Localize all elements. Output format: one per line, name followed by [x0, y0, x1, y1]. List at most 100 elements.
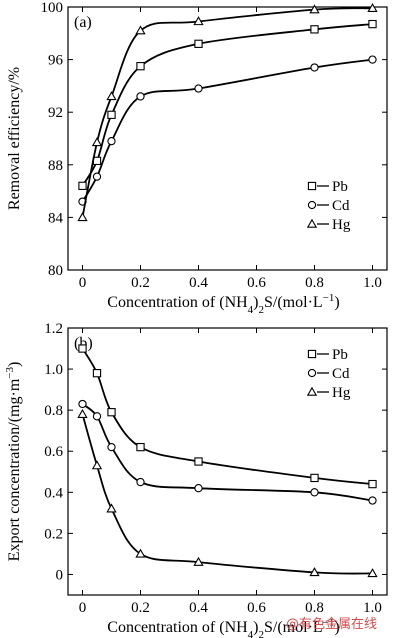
- y-tick-label: 0.4: [44, 485, 63, 501]
- data-point-pb: [78, 181, 87, 190]
- y-tick-label: 80: [48, 263, 63, 279]
- x-tick-label: 0.2: [131, 600, 150, 616]
- y-tick-label: 0.6: [44, 444, 63, 460]
- data-point-hg: [135, 25, 146, 35]
- legend-label-hg: Hg: [332, 217, 351, 233]
- y-axis-label-sup: −3: [4, 367, 16, 379]
- legend-label-cd: Cd: [332, 366, 350, 382]
- data-point-hg: [193, 556, 204, 566]
- data-point-cd: [368, 496, 377, 505]
- legend-label-pb: Pb: [332, 179, 348, 195]
- x-tick-label: 0.4: [189, 275, 208, 291]
- y-tick-label: 1.0: [44, 362, 63, 378]
- x-axis-label-sup: −1: [323, 617, 335, 629]
- data-point-hg: [106, 503, 117, 513]
- legend-marker-hg: [306, 218, 318, 228]
- data-point-cd: [310, 63, 319, 72]
- legend-label-hg: Hg: [332, 385, 351, 401]
- series-cd: [78, 399, 377, 505]
- x-axis-label-text: S/(mol·L: [264, 294, 323, 311]
- y-tick-label: 0: [56, 567, 64, 583]
- x-tick-label: 0: [79, 275, 87, 291]
- watermark: @有色金属在线: [286, 616, 377, 632]
- panel-label: (a): [74, 14, 92, 31]
- data-point-hg: [309, 567, 320, 577]
- data-point-pb: [368, 19, 377, 29]
- data-point-hg: [91, 137, 103, 147]
- x-axis-label-text: Concentration of (NH: [107, 294, 248, 311]
- legend-marker-pb: [307, 181, 317, 191]
- legend-label-pb: Pb: [332, 347, 348, 363]
- data-point-cd: [368, 55, 377, 64]
- x-axis-label-text: Concentration of (NH: [107, 619, 248, 636]
- data-point-cd: [194, 84, 203, 93]
- x-axis-label-sub: 4: [248, 304, 254, 316]
- data-point-pb: [194, 39, 203, 48]
- x-tick-label: 0: [79, 600, 87, 616]
- plot-frame: [67, 6, 388, 271]
- x-axis-label-sub: 2: [259, 304, 265, 316]
- x-axis-label-sup: −1: [323, 292, 335, 304]
- y-tick-label: 88: [48, 158, 63, 174]
- data-point-cd: [107, 442, 116, 452]
- series-line-pb: [81, 23, 373, 187]
- series-pb: [78, 344, 377, 489]
- y-axis-label: Export concentration/(mg·m−3): [4, 362, 23, 562]
- x-tick-label: 0.8: [305, 600, 324, 616]
- x-tick-label: 1.0: [363, 600, 382, 616]
- data-point-pb: [136, 62, 145, 71]
- x-tick-label: 0.4: [189, 600, 208, 616]
- data-point-hg: [77, 212, 88, 222]
- y-axis-label-text: Removal efficiency/%: [6, 67, 23, 210]
- y-axis-label: Removal efficiency/%: [6, 67, 23, 210]
- y-tick-label: 96: [48, 53, 64, 69]
- data-point-hg: [367, 568, 378, 578]
- series-line-pb: [81, 348, 373, 485]
- data-point-hg: [309, 4, 320, 14]
- y-tick-label: 92: [48, 105, 63, 121]
- data-point-hg: [106, 91, 117, 101]
- data-point-hg: [367, 3, 378, 13]
- data-point-pb: [78, 344, 87, 353]
- y-tick-label: 84: [48, 210, 64, 226]
- x-axis-label-text: ): [334, 294, 339, 311]
- x-axis-label-sub: 2: [259, 629, 265, 638]
- x-axis-label: Concentration of (NH4)2S/(mol·L−1): [107, 617, 339, 638]
- data-point-hg: [91, 460, 103, 470]
- data-point-pb: [194, 457, 203, 466]
- plot-frame: [67, 327, 388, 596]
- data-point-cd: [310, 488, 319, 497]
- y-tick-label: 1.2: [44, 321, 63, 337]
- legend-marker-pb: [307, 349, 317, 359]
- data-point-cd: [92, 412, 102, 421]
- y-tick-label: 0.2: [44, 526, 63, 542]
- x-tick-label: 0.8: [305, 275, 324, 291]
- y-axis-label-text: ): [6, 362, 23, 367]
- data-point-pb: [107, 110, 116, 119]
- y-axis-label-text: Export concentration/(mg·m: [6, 378, 23, 561]
- legend-marker-cd: [307, 368, 317, 378]
- x-axis-label-sub: 4: [248, 629, 254, 638]
- x-tick-label: 0.6: [247, 275, 266, 291]
- x-axis-label-text: ): [253, 294, 258, 311]
- data-point-pb: [92, 369, 102, 378]
- y-tick-label: 100: [41, 0, 64, 16]
- x-axis-label: Concentration of (NH4)2S/(mol·L−1): [107, 292, 339, 316]
- chart-panel-a: 0 0.2 0.4 0.6 0.8 1.0 80 84 88 92 96 100 (a) Concentr…: [6, 0, 388, 316]
- x-tick-label: 1.0: [363, 275, 382, 291]
- x-axis-label-text: ): [253, 619, 258, 636]
- data-point-pb: [310, 473, 319, 483]
- data-point-pb: [368, 479, 377, 489]
- series-hg: [77, 3, 378, 222]
- data-point-cd: [78, 399, 87, 409]
- data-point-pb: [107, 408, 116, 417]
- x-tick-label: 0.6: [247, 600, 266, 616]
- data-point-cd: [136, 477, 145, 487]
- data-point-pb: [310, 25, 319, 34]
- series-pb: [78, 19, 377, 190]
- series-line-cd: [81, 403, 373, 502]
- data-point-pb: [136, 442, 145, 452]
- data-point-hg: [193, 16, 204, 26]
- chart-panel-b: 0 0.2 0.4 0.6 0.8 1.000.20.40.60.81.01.2(b)Co…: [4, 321, 388, 638]
